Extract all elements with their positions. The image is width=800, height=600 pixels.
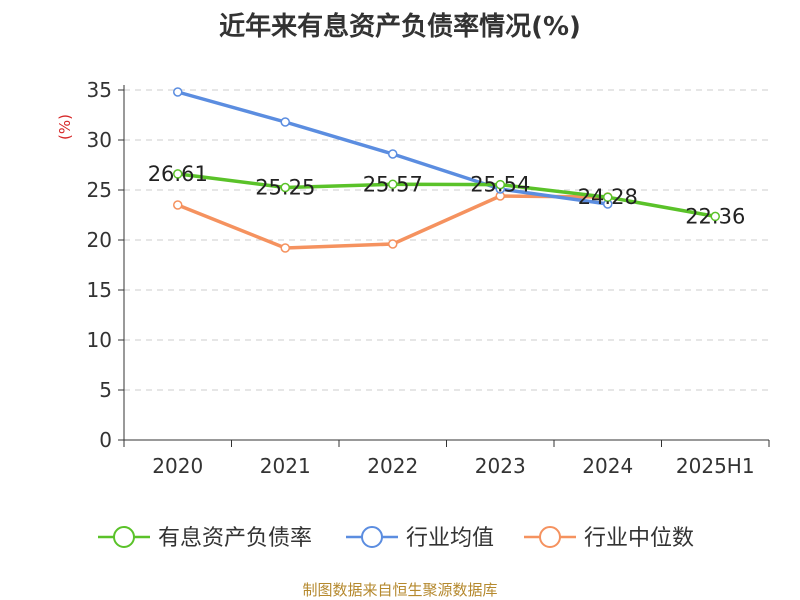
- data-point: [603, 192, 613, 202]
- data-label: 25.57: [363, 172, 423, 196]
- data-point: [710, 211, 720, 222]
- y-tick-label: 10: [87, 328, 112, 352]
- legend-label: 有息资产负债率: [158, 526, 312, 551]
- legend-item[interactable]: 有息资产负债率: [98, 526, 312, 551]
- data-point: [388, 179, 398, 190]
- legend-item[interactable]: 行业均值: [346, 526, 494, 551]
- data-label: 22.36: [685, 204, 745, 228]
- x-tick-label: 2022: [367, 454, 418, 478]
- x-tick-label: 2023: [475, 454, 526, 478]
- x-tick-label: 2024: [582, 454, 633, 478]
- data-label: 26.61: [148, 162, 208, 186]
- y-tick-label: 30: [87, 128, 112, 152]
- data-point: [173, 87, 183, 97]
- legend-marker: [113, 526, 135, 548]
- y-tick-label: 15: [87, 278, 112, 302]
- data-point: [173, 200, 183, 210]
- data-point: [495, 179, 505, 190]
- data-label: 24.28: [578, 185, 638, 209]
- data-point: [388, 149, 398, 159]
- series-lines: [173, 87, 720, 253]
- y-tick-label: 5: [99, 378, 112, 402]
- y-tick-label: 25: [87, 178, 112, 202]
- axes: 0 5 10 15 20 25 30 35 2020 2021 2022 2023 2024 2025H1…: [56, 78, 770, 478]
- legend-label: 行业中位数: [584, 526, 694, 551]
- legend-label: 行业均值: [406, 526, 494, 551]
- source-note: 制图数据来自恒生聚源数据库: [302, 581, 498, 599]
- y-tick-label: 35: [87, 78, 112, 102]
- grid-lines: [124, 89, 769, 391]
- y-tick-label: 20: [87, 228, 112, 252]
- data-point: [388, 239, 398, 249]
- data-point: [280, 117, 290, 127]
- x-tick-label: 2020: [152, 454, 203, 478]
- legend-item[interactable]: 行业中位数: [524, 526, 694, 551]
- x-tick-label: 2021: [260, 454, 311, 478]
- y-tick-label: 0: [99, 428, 112, 452]
- y-axis-label: (%): [56, 114, 74, 140]
- data-label: 25.25: [255, 176, 315, 200]
- data-point: [173, 169, 183, 179]
- legend[interactable]: 有息资产负债率 行业均值 行业中位数: [98, 526, 694, 551]
- data-point: [280, 243, 290, 253]
- series-line: [176, 172, 717, 219]
- legend-marker: [361, 526, 383, 548]
- legend-marker: [539, 526, 561, 548]
- x-tick-label: 2025H1: [676, 454, 755, 478]
- data-labels: 26.61 25.25 25.57 25.54 24.28 22.36: [148, 162, 746, 229]
- data-point: [280, 182, 290, 193]
- data-label: 25.54: [470, 173, 530, 197]
- chart-title: 近年来有息资产负债率情况(%): [219, 12, 581, 42]
